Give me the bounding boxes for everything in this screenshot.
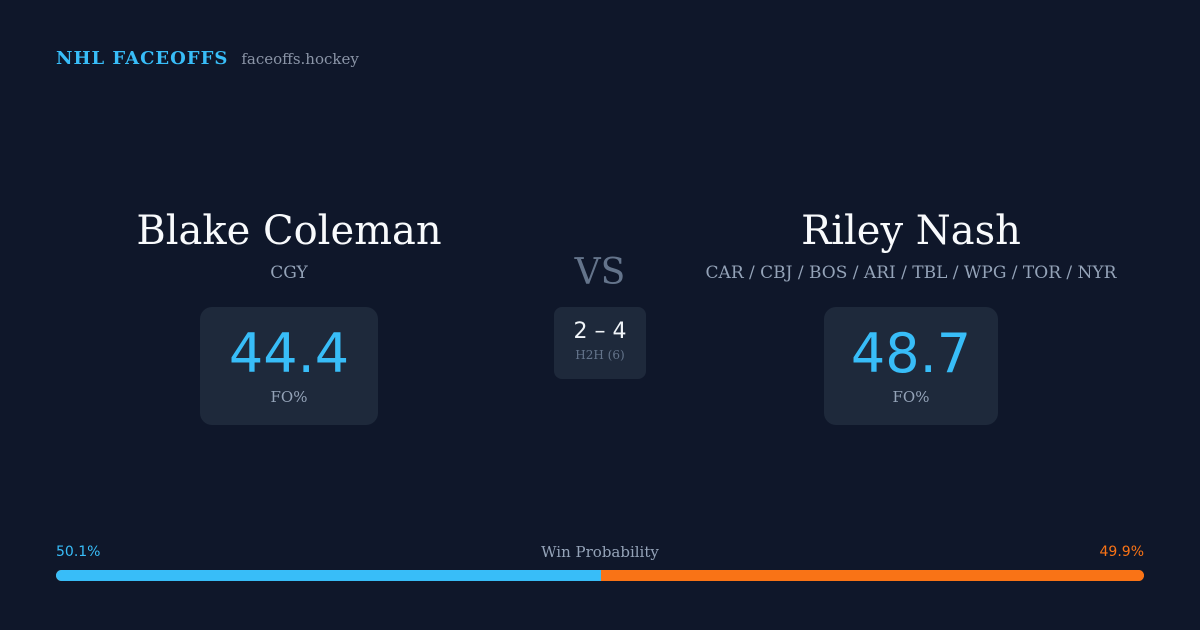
brand-header: NHL FACEOFFS faceoffs.hockey <box>56 48 359 69</box>
right-player-teams: CAR / CBJ / BOS / ARI / TBL / WPG / TOR … <box>705 263 1117 283</box>
brand-domain: faceoffs.hockey <box>241 50 359 68</box>
left-stat-card: 44.4 FO% <box>200 307 378 425</box>
right-player-panel: Riley Nash CAR / CBJ / BOS / ARI / TBL /… <box>661 206 1161 425</box>
right-stat-card: 48.7 FO% <box>824 307 998 425</box>
left-win-probability: 50.1% <box>56 544 101 560</box>
left-player-panel: Blake Coleman CGY 44.4 FO% <box>89 206 489 425</box>
left-stat-label: FO% <box>270 388 308 406</box>
left-faceoff-percentage: 44.4 <box>228 322 350 385</box>
head-to-head-score: 2 – 4 <box>573 319 627 344</box>
head-to-head-label: H2H (6) <box>575 348 625 362</box>
head-to-head-card: 2 – 4 H2H (6) <box>554 307 646 379</box>
win-probability-title: Win Probability <box>541 543 659 561</box>
right-win-probability: 49.9% <box>1099 544 1144 560</box>
win-probability-left-fill <box>56 570 602 581</box>
versus-label: VS <box>574 252 626 293</box>
brand-name: NHL FACEOFFS <box>56 48 229 69</box>
right-faceoff-percentage: 48.7 <box>850 322 972 385</box>
win-probability-bar <box>56 570 1144 581</box>
left-player-name: Blake Coleman <box>136 208 442 254</box>
right-player-name: Riley Nash <box>801 208 1021 254</box>
left-player-team: CGY <box>270 263 308 283</box>
win-probability-right-fill <box>601 570 1144 581</box>
right-stat-label: FO% <box>892 388 930 406</box>
